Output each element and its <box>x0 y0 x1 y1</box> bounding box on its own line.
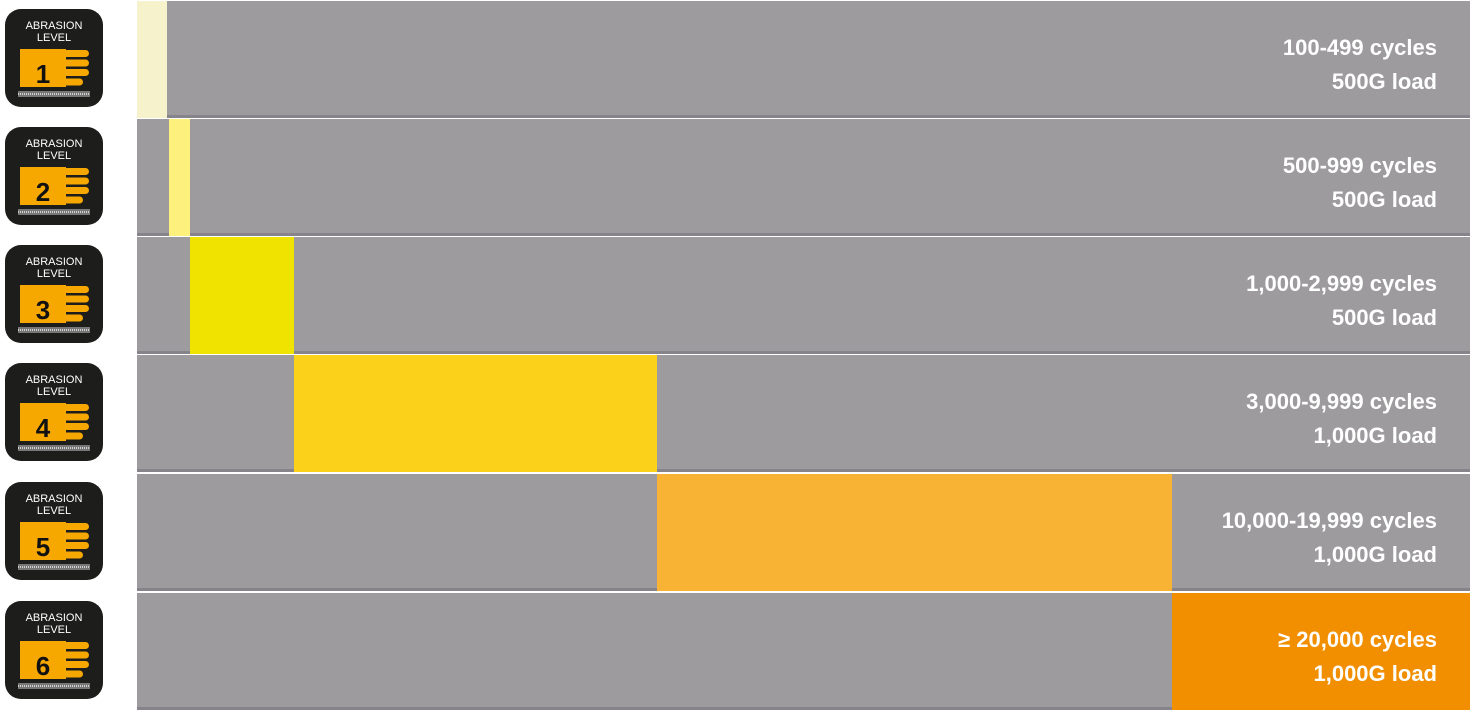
hand-finger <box>63 196 83 204</box>
level-segment <box>294 355 657 472</box>
badge-number: 4 <box>36 413 51 443</box>
badge-line2: LEVEL <box>37 386 71 398</box>
badge-line1: ABRASION <box>26 612 83 624</box>
cycles-text: 3,000-9,999 cycles <box>1246 389 1437 414</box>
hand-finger <box>63 286 89 293</box>
level-segment <box>190 237 294 354</box>
hand-finger <box>63 314 83 322</box>
badge-line1: ABRASION <box>26 256 83 268</box>
hand-finger <box>63 168 89 175</box>
load-text: 1,000G load <box>1313 542 1437 567</box>
row-shadow <box>137 469 1470 472</box>
cycles-text: 100-499 cycles <box>1283 35 1437 60</box>
hand-finger <box>63 50 89 57</box>
load-text: 500G load <box>1332 69 1437 94</box>
cycles-text: 500-999 cycles <box>1283 153 1437 178</box>
level-row: 3,000-9,999 cycles 1,000G load ABRASIONLEV… <box>5 355 1470 472</box>
hand-palm <box>20 49 66 87</box>
hand-palm <box>20 285 66 323</box>
level-row: 10,000-19,999 cycles 1,000G load ABRASIONL… <box>5 474 1470 591</box>
row-shadow <box>137 351 1470 354</box>
badge-line1: ABRASION <box>26 20 83 32</box>
hand-finger <box>63 404 89 411</box>
row-bar <box>137 1 1470 118</box>
hand-palm <box>20 167 66 205</box>
badge-line2: LEVEL <box>37 268 71 280</box>
load-text: 1,000G load <box>1313 423 1437 448</box>
hand-finger <box>63 542 89 549</box>
load-text: 500G load <box>1332 187 1437 212</box>
row-shadow <box>137 707 1470 710</box>
row-bar <box>137 237 1470 354</box>
level-segment <box>137 1 167 118</box>
hand-finger <box>63 670 83 678</box>
hand-finger <box>63 69 89 76</box>
hand-palm <box>20 641 66 679</box>
level-segment <box>657 474 1172 591</box>
level-row: 1,000-2,999 cycles 500G load ABRASIONLEVEL… <box>5 237 1470 354</box>
hand-finger <box>63 295 89 303</box>
badge-line2: LEVEL <box>37 150 71 162</box>
hand-finger <box>63 177 89 185</box>
row-bar <box>137 119 1470 236</box>
cycles-text: 10,000-19,999 cycles <box>1222 508 1437 533</box>
hand-finger <box>63 532 89 540</box>
cycles-text: 1,000-2,999 cycles <box>1246 271 1437 296</box>
level-segment <box>1172 593 1470 710</box>
hand-finger <box>63 78 83 86</box>
badge-number: 6 <box>36 651 50 681</box>
load-text: 1,000G load <box>1313 661 1437 686</box>
hand-finger <box>63 187 89 194</box>
badge-number: 1 <box>36 59 50 89</box>
level-segment <box>169 119 190 236</box>
cycles-text: ≥ 20,000 cycles <box>1278 627 1437 652</box>
badge-line2: LEVEL <box>37 505 71 517</box>
hand-finger <box>63 413 89 421</box>
badge-line2: LEVEL <box>37 32 71 44</box>
hand-finger <box>63 551 83 559</box>
hand-finger <box>63 661 89 668</box>
hand-finger <box>63 523 89 530</box>
badge-number: 3 <box>36 295 50 325</box>
badge-number: 2 <box>36 177 50 207</box>
hand-palm <box>20 403 66 441</box>
hand-finger <box>63 423 89 430</box>
badge-line1: ABRASION <box>26 138 83 150</box>
row-shadow <box>137 115 1470 118</box>
hand-finger <box>63 305 89 312</box>
hand-finger <box>63 59 89 67</box>
hand-palm <box>20 522 66 560</box>
badge-line2: LEVEL <box>37 624 71 636</box>
badge-line1: ABRASION <box>26 374 83 386</box>
hand-finger <box>63 651 89 659</box>
badge-number: 5 <box>36 532 50 562</box>
hand-finger <box>63 432 83 440</box>
hand-finger <box>63 642 89 649</box>
load-text: 500G load <box>1332 305 1437 330</box>
badge-line1: ABRASION <box>26 493 83 505</box>
row-shadow <box>137 233 1470 236</box>
